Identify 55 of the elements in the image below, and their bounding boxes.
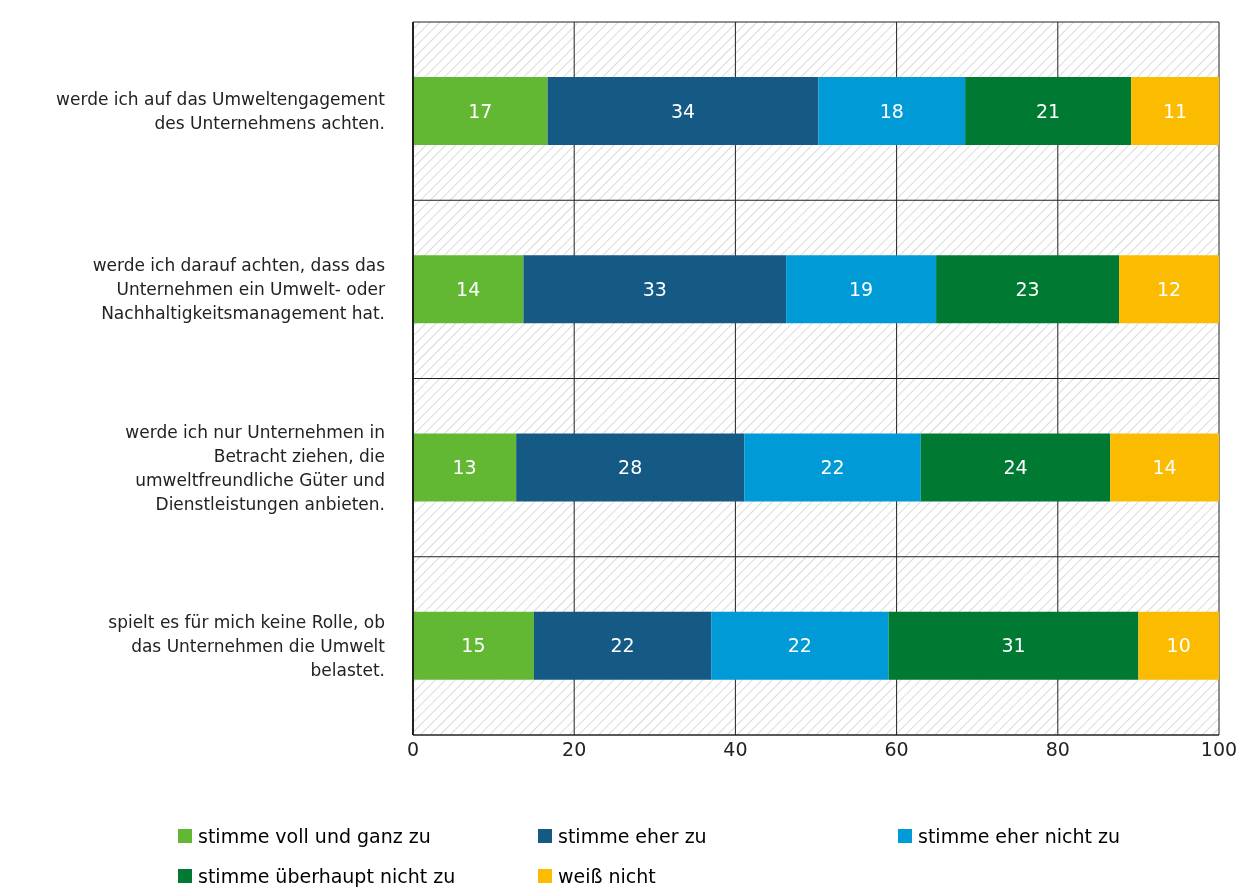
bar (920, 433, 1111, 502)
data-label: 22 (787, 634, 812, 657)
legend-label: stimme eher zu (558, 825, 707, 847)
bar (547, 77, 819, 145)
data-label: 14 (456, 277, 481, 300)
y-tick-label: werde ich auf das Umweltengagement des Unternehmens achten. (56, 89, 386, 134)
x-tick-label: 60 (884, 738, 909, 761)
data-label: 33 (642, 277, 667, 300)
y-tick-label: spielt es für mich keine Rolle, ob das Unternehmen die Umwelt belastet. (108, 611, 386, 680)
bar (523, 255, 787, 324)
data-label: 28 (618, 456, 643, 479)
data-label: 17 (468, 99, 493, 122)
data-label: 22 (610, 634, 635, 657)
x-tick-label: 100 (1200, 738, 1238, 761)
data-label: 14 (1152, 456, 1177, 479)
x-tick-label: 20 (562, 738, 587, 761)
data-label: 15 (461, 634, 486, 657)
legend-label: stimme eher nicht zu (918, 825, 1120, 847)
bar (744, 433, 921, 502)
legend-label: stimme voll und ganz zu (198, 825, 431, 847)
legend-label: weiß nicht (558, 865, 656, 887)
x-tick-label: 0 (406, 738, 420, 761)
y-tick-label: werde ich darauf achten, dass das Unternehmen ein Umwelt- oder Nachhaltigkeitsmanagement hat. (92, 255, 386, 324)
bar (413, 77, 548, 145)
bar (1119, 255, 1219, 324)
bar (888, 611, 1139, 680)
data-label: 19 (849, 277, 874, 300)
bar (711, 611, 889, 680)
y-tick-label: werde ich nur Unternehmen in Betracht ziehen, die umweltfreundliche Güter und Dienstleistungen anbieten. (125, 421, 385, 514)
bar (413, 611, 534, 680)
bar (786, 255, 937, 324)
bar (1138, 611, 1219, 680)
data-label: 21 (1036, 99, 1061, 122)
data-label: 18 (879, 99, 904, 122)
data-label: 31 (1001, 634, 1026, 657)
bar (413, 433, 517, 502)
data-label: 22 (820, 456, 845, 479)
data-label: 10 (1166, 634, 1191, 657)
data-label: 24 (1003, 456, 1028, 479)
bar (516, 433, 745, 502)
data-label: 13 (452, 456, 477, 479)
bar (818, 77, 966, 145)
bar (413, 255, 524, 324)
bar (1131, 77, 1219, 145)
data-label: 34 (670, 99, 696, 122)
bar (936, 255, 1120, 324)
x-tick-label: 80 (1045, 738, 1070, 761)
data-label: 12 (1156, 277, 1182, 300)
legend-label: stimme überhaupt nicht zu (198, 865, 456, 887)
bar (965, 77, 1132, 145)
bar (533, 611, 712, 680)
bar (1110, 433, 1219, 502)
data-label: 11 (1162, 99, 1188, 122)
x-tick-label: 40 (723, 738, 748, 761)
data-label: 23 (1015, 277, 1040, 300)
